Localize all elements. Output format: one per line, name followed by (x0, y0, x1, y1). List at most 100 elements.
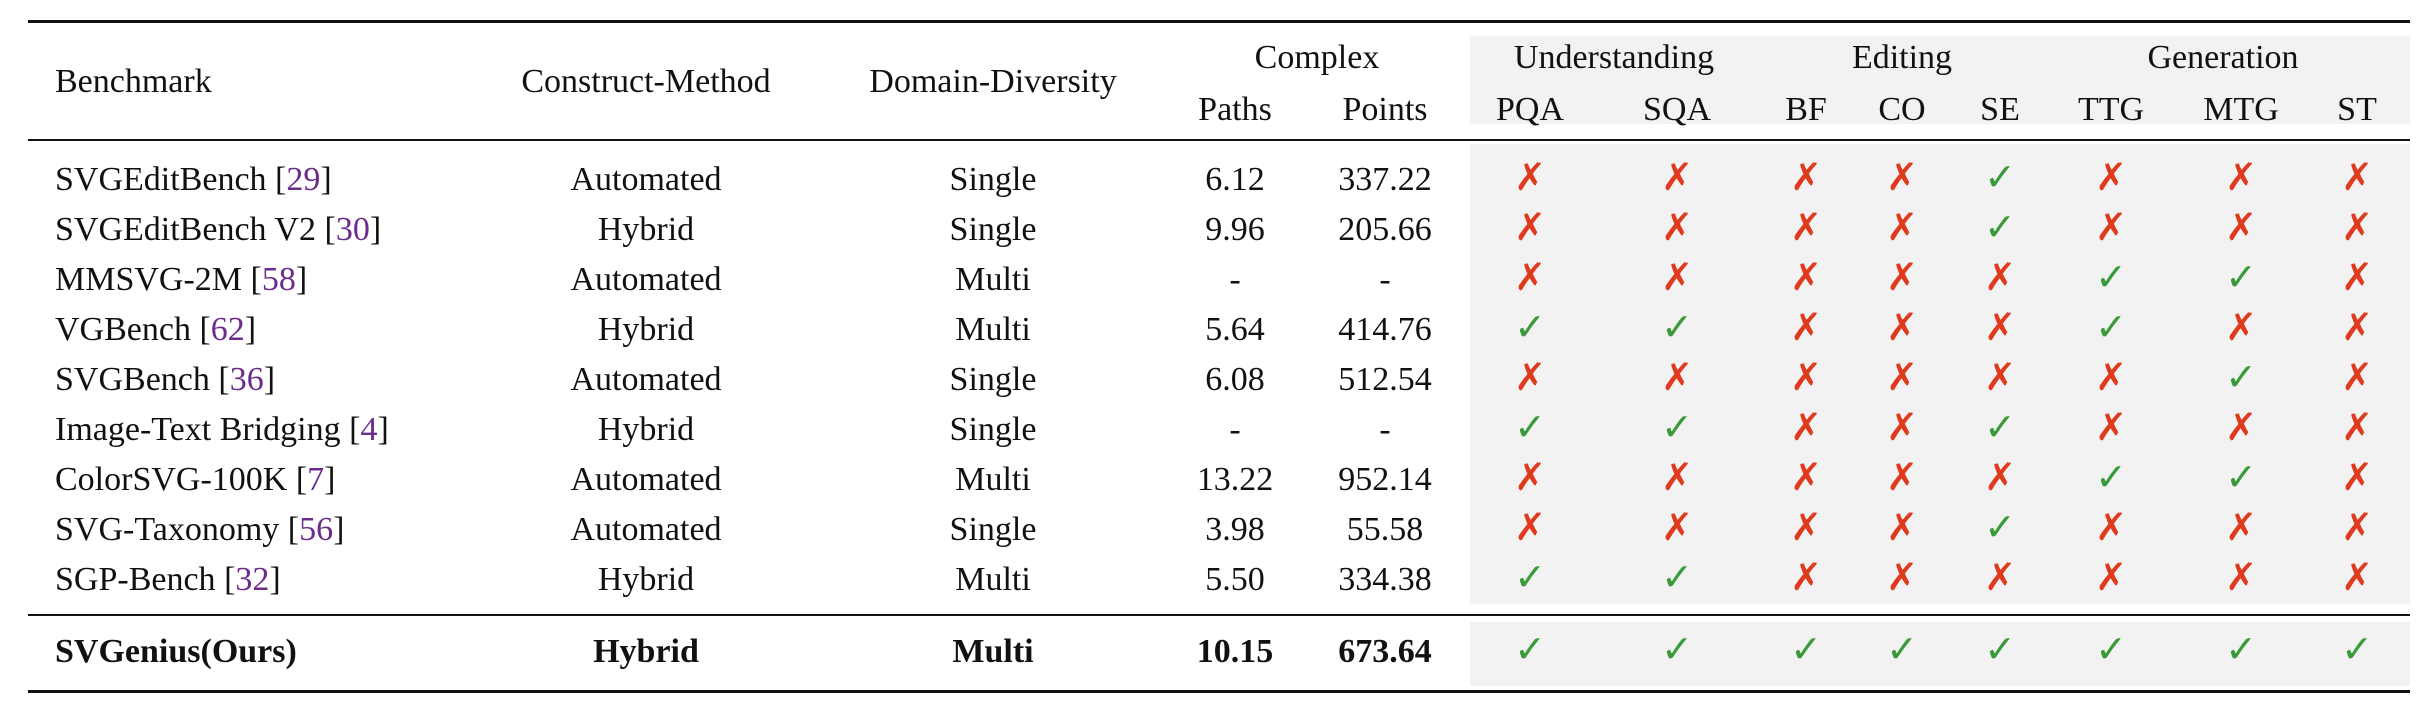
check-icon-co: ✓ (1886, 629, 1918, 671)
header-se: SE (1980, 91, 2020, 128)
cross-icon-se: ✗ (1984, 557, 2016, 599)
cross-icon-st: ✗ (2341, 257, 2373, 299)
check-icon-mtg: ✓ (2225, 357, 2257, 399)
cross-icon-ttg: ✗ (2095, 207, 2127, 249)
capability-shading (1470, 622, 2410, 686)
capability-shading (1470, 144, 2410, 604)
construct-method-cell: Automated (570, 261, 722, 298)
cross-icon-co: ✗ (1886, 257, 1918, 299)
paths-cell: 13.22 (1196, 461, 1274, 498)
cross-icon-mtg: ✗ (2225, 157, 2257, 199)
domain-diversity-cell: Single (949, 161, 1037, 198)
cross-icon-sqa: ✗ (1661, 507, 1693, 549)
cross-icon-mtg: ✗ (2225, 407, 2257, 449)
cross-icon-pqa: ✗ (1514, 507, 1546, 549)
cross-icon-pqa: ✗ (1514, 207, 1546, 249)
check-icon-ttg: ✓ (2095, 629, 2127, 671)
domain-diversity-cell: Single (949, 411, 1037, 448)
paths-cell: 10.15 (1196, 633, 1274, 670)
cross-icon-pqa: ✗ (1514, 357, 1546, 399)
benchmark-name-cell: SVGEditBench [29] (55, 161, 332, 198)
check-icon-ttg: ✓ (2095, 307, 2127, 349)
cross-icon-sqa: ✗ (1661, 357, 1693, 399)
cross-icon-co: ✗ (1886, 357, 1918, 399)
citation-link[interactable]: 30 (335, 211, 370, 248)
check-icon-ttg: ✓ (2095, 457, 2127, 499)
header-st: ST (2337, 91, 2377, 128)
domain-diversity-cell: Multi (955, 561, 1031, 598)
points-cell: 673.64 (1338, 633, 1432, 670)
check-icon-se: ✓ (1984, 207, 2016, 249)
construct-method-cell: Automated (570, 511, 722, 548)
cross-icon-bf: ✗ (1790, 557, 1822, 599)
construct-method-cell: Automated (570, 161, 722, 198)
benchmark-name-cell: SVGenius(Ours) (55, 632, 297, 672)
citation-link[interactable]: 58 (261, 261, 296, 298)
check-icon-sqa: ✓ (1661, 557, 1693, 599)
header-bf: BF (1785, 91, 1827, 128)
cross-icon-bf: ✗ (1790, 207, 1822, 249)
header-mtg: MTG (2203, 91, 2279, 128)
header-understanding: Understanding (1513, 39, 1715, 76)
cross-icon-bf: ✗ (1790, 307, 1822, 349)
cross-icon-bf: ✗ (1790, 357, 1822, 399)
citation-link[interactable]: 32 (235, 561, 270, 598)
bottom-rule (28, 690, 2410, 693)
citation-link[interactable]: 4 (360, 411, 378, 448)
paths-cell: 5.64 (1205, 311, 1265, 348)
cross-icon-pqa: ✗ (1514, 457, 1546, 499)
cross-icon-se: ✗ (1984, 307, 2016, 349)
check-icon-se: ✓ (1984, 157, 2016, 199)
paths-cell: 6.08 (1205, 361, 1265, 398)
cross-icon-mtg: ✗ (2225, 307, 2257, 349)
benchmark-name: MMSVG-2M (55, 261, 243, 298)
cross-icon-bf: ✗ (1790, 157, 1822, 199)
check-icon-se: ✓ (1984, 407, 2016, 449)
paths-cell: 3.98 (1205, 511, 1265, 548)
paths-cell: - (1229, 261, 1241, 298)
cross-icon-co: ✗ (1886, 157, 1918, 199)
cross-icon-sqa: ✗ (1661, 257, 1693, 299)
citation-link[interactable]: 7 (307, 461, 325, 498)
check-icon-se: ✓ (1984, 507, 2016, 549)
check-icon-pqa: ✓ (1514, 557, 1546, 599)
cross-icon-co: ✗ (1886, 207, 1918, 249)
header-paths: Paths (1198, 91, 1272, 128)
citation-link[interactable]: 36 (229, 361, 264, 398)
construct-method-cell: Hybrid (597, 561, 695, 598)
cross-icon-st: ✗ (2341, 557, 2373, 599)
header-construct-method: Construct-Method (521, 63, 771, 100)
cross-icon-sqa: ✗ (1661, 207, 1693, 249)
header-editing: Editing (1851, 39, 1953, 76)
points-cell: 512.54 (1338, 361, 1432, 398)
check-icon-sqa: ✓ (1661, 307, 1693, 349)
citation-link[interactable]: 29 (286, 161, 321, 198)
check-icon-bf: ✓ (1790, 629, 1822, 671)
citation-link[interactable]: 62 (210, 311, 245, 348)
citation-link[interactable]: 56 (299, 511, 334, 548)
benchmark-name: ColorSVG-100K (55, 461, 288, 498)
cross-icon-st: ✗ (2341, 357, 2373, 399)
check-icon-sqa: ✓ (1661, 407, 1693, 449)
domain-diversity-cell: Multi (955, 461, 1031, 498)
cross-icon-st: ✗ (2341, 407, 2373, 449)
benchmark-name: SVGEditBench (55, 161, 267, 198)
cross-icon-ttg: ✗ (2095, 557, 2127, 599)
check-icon-pqa: ✓ (1514, 407, 1546, 449)
header-rule (28, 139, 2410, 141)
benchmark-name: SVGBench (55, 361, 210, 398)
cross-icon-se: ✗ (1984, 457, 2016, 499)
header-domain-diversity: Domain-Diversity (869, 63, 1117, 100)
cross-icon-co: ✗ (1886, 457, 1918, 499)
header-sqa: SQA (1642, 91, 1712, 128)
cross-icon-bf: ✗ (1790, 507, 1822, 549)
check-icon-pqa: ✓ (1514, 629, 1546, 671)
ours-rule (28, 614, 2410, 616)
benchmark-name-cell: ColorSVG-100K [7] (55, 461, 336, 498)
benchmark-name-cell: Image-Text Bridging [4] (55, 411, 389, 448)
domain-diversity-cell: Multi (955, 311, 1031, 348)
cross-icon-ttg: ✗ (2095, 407, 2127, 449)
check-icon-pqa: ✓ (1514, 307, 1546, 349)
cross-icon-ttg: ✗ (2095, 507, 2127, 549)
points-cell: 334.38 (1338, 561, 1432, 598)
